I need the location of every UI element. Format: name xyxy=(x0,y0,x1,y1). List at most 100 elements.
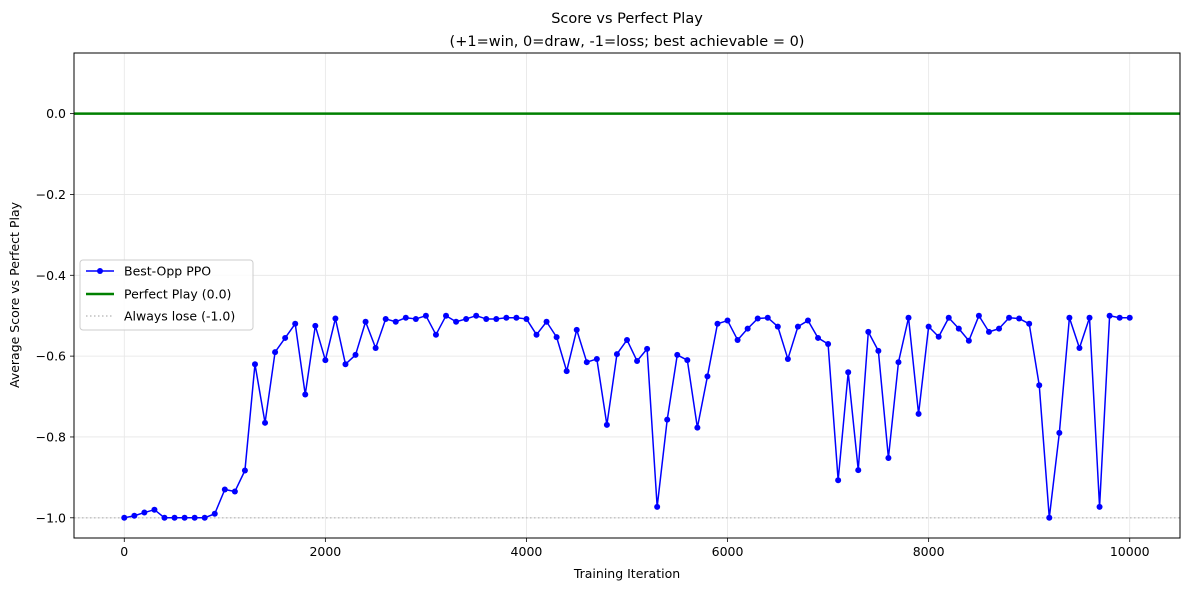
best-opp-ppo-point xyxy=(835,477,842,484)
best-opp-ppo-point xyxy=(895,359,902,366)
best-opp-ppo-point xyxy=(181,514,188,521)
x-tick-label: 10000 xyxy=(1110,544,1150,559)
y-tick-label: 0.0 xyxy=(46,106,66,121)
best-opp-ppo-point xyxy=(422,312,429,319)
best-opp-ppo-point xyxy=(593,355,600,362)
best-opp-ppo-point xyxy=(1116,314,1123,321)
best-opp-ppo-point xyxy=(1036,382,1043,389)
x-tick-label: 8000 xyxy=(913,544,945,559)
best-opp-ppo-point xyxy=(523,315,530,322)
best-opp-ppo-point xyxy=(965,337,972,344)
best-opp-ppo-point xyxy=(1016,315,1023,322)
best-opp-ppo-point xyxy=(945,314,952,321)
best-opp-ppo-point xyxy=(392,318,399,325)
best-opp-ppo-point xyxy=(211,510,218,517)
y-axis-ticks: −1.0 −0.8 −0.6 −0.4 −0.2 0.0 xyxy=(36,106,74,525)
best-opp-ppo-point xyxy=(875,347,882,354)
best-opp-ppo-point xyxy=(624,336,630,343)
best-opp-ppo-point xyxy=(241,467,248,474)
x-tick-label: 2000 xyxy=(309,544,341,559)
best-opp-ppo-point xyxy=(583,359,590,366)
x-axis-ticks: 0 2000 4000 6000 8000 10000 xyxy=(120,538,1150,559)
y-tick-label: −0.6 xyxy=(36,349,66,364)
best-opp-ppo-point xyxy=(262,419,269,426)
x-tick-label: 4000 xyxy=(511,544,543,559)
y-axis-label: Average Score vs Perfect Play xyxy=(7,201,22,388)
best-opp-ppo-point xyxy=(503,314,510,321)
best-opp-ppo-point xyxy=(432,331,439,338)
legend-label-best-opp: Best-Opp PPO xyxy=(124,264,211,279)
best-opp-ppo-point xyxy=(654,503,661,510)
best-opp-ppo-point xyxy=(714,320,721,327)
best-opp-ppo-point xyxy=(804,317,811,324)
best-opp-ppo-point xyxy=(704,373,711,380)
best-opp-ppo-point xyxy=(754,315,761,322)
best-opp-ppo-point xyxy=(483,315,490,322)
plot-frame xyxy=(73,52,1181,539)
best-opp-ppo-point xyxy=(443,312,450,319)
best-opp-ppo-point xyxy=(1096,503,1103,510)
best-opp-ppo-point xyxy=(352,351,359,358)
reference-lines xyxy=(74,112,1180,519)
chart-subtitle: (+1=win, 0=draw, -1=loss; best achievabl… xyxy=(450,34,805,50)
best-opp-ppo-point xyxy=(784,355,791,362)
best-opp-ppo-point xyxy=(282,334,289,341)
best-opp-ppo-point xyxy=(473,312,480,319)
best-opp-ppo-point xyxy=(644,345,651,352)
best-opp-ppo-point xyxy=(463,315,470,322)
best-opp-ppo-point xyxy=(815,334,822,341)
best-opp-ppo-point xyxy=(322,357,329,364)
best-opp-ppo-point xyxy=(1026,320,1033,327)
best-opp-ppo-point xyxy=(885,454,892,461)
best-opp-ppo-point xyxy=(1006,314,1013,321)
best-opp-ppo-point xyxy=(553,334,560,341)
best-opp-ppo-point xyxy=(221,486,228,493)
best-opp-ppo-line xyxy=(124,314,1130,519)
best-opp-ppo-point xyxy=(201,514,208,521)
best-opp-ppo-point xyxy=(141,509,148,516)
best-opp-ppo-point xyxy=(664,416,671,423)
legend-box xyxy=(79,259,254,331)
y-tick-label: −0.8 xyxy=(36,429,66,444)
best-opp-ppo-point xyxy=(603,421,610,428)
best-opp-ppo-point xyxy=(1076,345,1083,352)
best-opp-ppo-point xyxy=(764,314,771,321)
best-opp-ppo-point xyxy=(1046,514,1053,521)
best-opp-ppo-point xyxy=(312,322,319,329)
best-opp-ppo-point xyxy=(382,315,389,322)
best-opp-ppo-point xyxy=(362,318,369,325)
best-opp-ppo-point xyxy=(563,368,570,375)
best-opp-ppo-point xyxy=(513,314,520,321)
best-opp-ppo-point xyxy=(453,318,460,325)
best-opp-ppo-point xyxy=(794,323,801,330)
best-opp-ppo-point xyxy=(855,467,862,474)
best-opp-ppo-point xyxy=(845,369,852,376)
x-tick-label: 0 xyxy=(120,544,128,559)
best-opp-ppo-point xyxy=(493,315,500,322)
best-opp-ppo-point xyxy=(191,514,198,521)
best-opp-ppo-point xyxy=(131,512,138,519)
best-opp-ppo-point xyxy=(342,361,349,368)
best-opp-ppo-point xyxy=(151,506,158,513)
best-opp-ppo-point xyxy=(372,345,379,352)
best-opp-ppo-point xyxy=(905,314,912,321)
best-opp-ppo-point xyxy=(533,331,540,338)
best-opp-ppo-point xyxy=(231,488,238,495)
x-axis-label: Training Iteration xyxy=(573,566,680,581)
y-tick-label: −0.4 xyxy=(36,268,66,283)
best-opp-ppo-point xyxy=(955,325,962,332)
best-opp-ppo-point xyxy=(161,514,168,521)
y-tick-label: −1.0 xyxy=(36,510,66,525)
best-opp-ppo-point xyxy=(734,336,741,343)
best-opp-ppo-point xyxy=(674,351,681,358)
best-opp-ppo-point xyxy=(1056,429,1063,436)
best-opp-ppo-point xyxy=(1126,314,1133,321)
best-opp-ppo-point xyxy=(543,318,550,325)
legend-marker-best-opp xyxy=(97,268,103,274)
best-opp-ppo-point xyxy=(744,325,751,332)
best-opp-ppo-point xyxy=(1086,314,1093,321)
best-opp-ppo-point xyxy=(684,357,691,364)
legend: Best-Opp PPO Perfect Play (0.0) Always l… xyxy=(79,259,254,331)
